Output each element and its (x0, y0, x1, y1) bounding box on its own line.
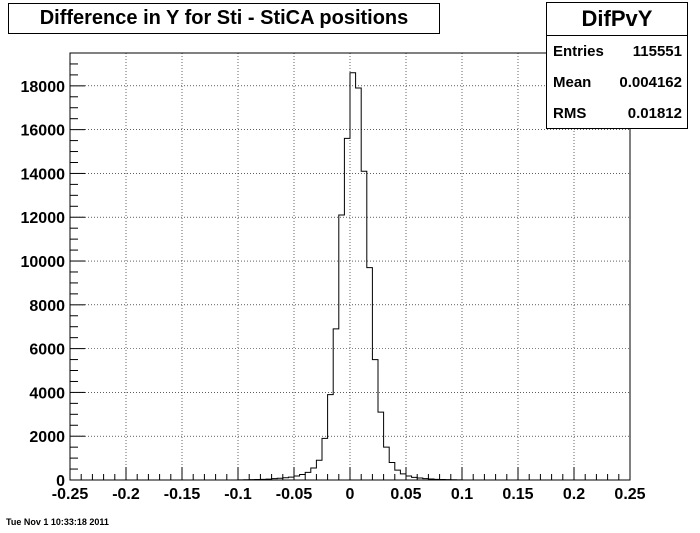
y-tick-label: 14000 (21, 166, 66, 183)
stats-value: 115551 (632, 43, 682, 60)
histogram-bar (350, 73, 356, 480)
y-tick-label: 2000 (29, 429, 65, 446)
stats-row-entries: Entries 115551 (547, 36, 687, 67)
x-tick-label: -0.15 (164, 486, 201, 503)
stats-row-mean: Mean 0.004162 (547, 67, 687, 98)
x-tick-label: -0.25 (52, 486, 89, 503)
histogram-bar (400, 474, 406, 480)
x-tick-label: 0.2 (563, 486, 585, 503)
stats-box: DifPvY Entries 115551 Mean 0.004162 RMS … (546, 2, 688, 129)
histogram-bar (406, 476, 412, 480)
stats-value: 0.004162 (619, 74, 682, 91)
histogram-bar (372, 360, 378, 480)
y-tick-label: 6000 (29, 342, 65, 359)
x-tick-label: 0 (346, 486, 355, 503)
x-tick-label: -0.2 (112, 486, 140, 503)
axes-layer: -0.25 -0.2 -0.15 -0.1 -0.05 0 0.05 0.1 0.15 0.2 0.… (21, 52, 646, 503)
histogram-bar (384, 447, 390, 480)
stats-row-rms: RMS 0.01812 (547, 98, 687, 129)
histogram-bar (378, 412, 384, 480)
histogram-bar (322, 438, 328, 480)
histogram-bar (395, 470, 401, 480)
histogram-bar (305, 472, 311, 480)
histogram-bar (311, 468, 317, 480)
datestamp: Tue Nov 1 10:33:18 2011 (6, 517, 109, 527)
histogram-bar (361, 171, 367, 480)
stats-label: Entries (553, 43, 604, 60)
histogram-bar (344, 138, 350, 480)
y-tick-label: 16000 (21, 123, 66, 140)
stats-label: Mean (553, 74, 592, 91)
histogram-bars (237, 72, 463, 481)
histogram-bar (328, 395, 334, 480)
y-tick-label: 0 (56, 473, 65, 490)
histogram-bar (339, 215, 345, 480)
stats-value: 0.01812 (627, 105, 682, 122)
x-tick-label: 0.1 (451, 486, 473, 503)
y-tick-label: 10000 (21, 254, 66, 271)
x-tick-label: -0.1 (224, 486, 252, 503)
chart-title: Difference in Y for Sti - StiCA position… (8, 3, 440, 34)
y-tick-label: 8000 (29, 298, 65, 315)
x-tick-label: 0.25 (614, 486, 645, 503)
histogram-bar (300, 475, 306, 480)
x-tick-label: -0.05 (276, 486, 313, 503)
x-tick-label: 0.15 (502, 486, 533, 503)
histogram-bar (333, 329, 339, 480)
y-tick-label: 12000 (21, 210, 66, 227)
histogram-bar (389, 462, 395, 480)
stats-title: DifPvY (547, 3, 687, 36)
y-tick-label: 4000 (29, 385, 65, 402)
histogram-bar (316, 460, 322, 480)
histogram-bar (367, 268, 373, 480)
x-tick-label: 0.05 (390, 486, 421, 503)
stats-label: RMS (553, 105, 587, 122)
histogram-bar (356, 88, 362, 480)
y-tick-label: 18000 (21, 79, 66, 96)
histogram-outline (237, 72, 463, 481)
histogram-bar (294, 476, 300, 480)
